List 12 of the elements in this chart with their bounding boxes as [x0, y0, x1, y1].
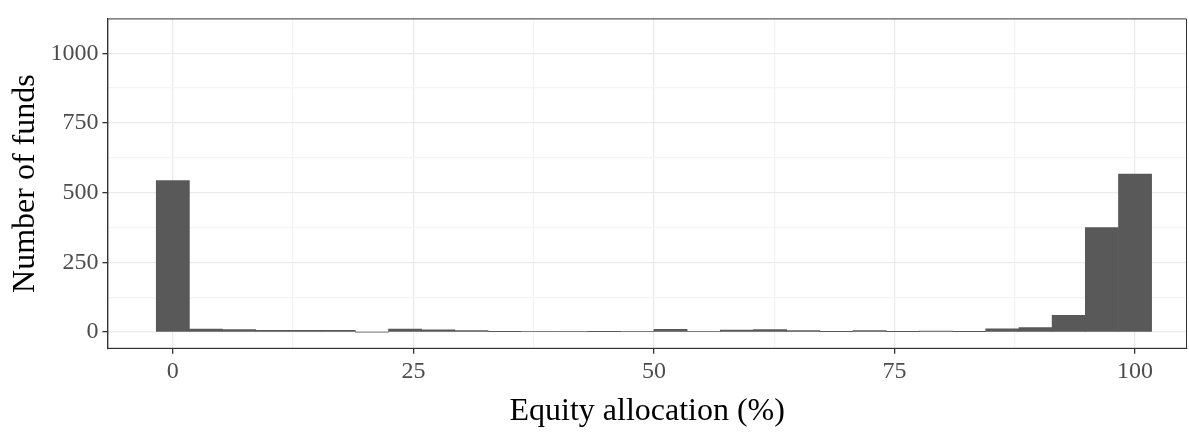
x-axis-title: Equity allocation (%)	[509, 391, 785, 428]
y-tick-label: 1000	[50, 38, 99, 65]
x-tick-label: 25	[401, 357, 426, 384]
x-tick-label: 50	[641, 357, 666, 384]
y-tick-label: 750	[62, 108, 99, 135]
x-tick-label: 100	[1117, 357, 1154, 384]
y-axis-title: Number of funds	[4, 74, 41, 293]
x-tick-label: 0	[166, 357, 179, 384]
y-tick-label: 500	[62, 177, 99, 204]
y-tick-label: 250	[62, 247, 99, 274]
x-tick-label: 75	[882, 357, 907, 384]
y-tick-label: 0	[86, 317, 99, 344]
